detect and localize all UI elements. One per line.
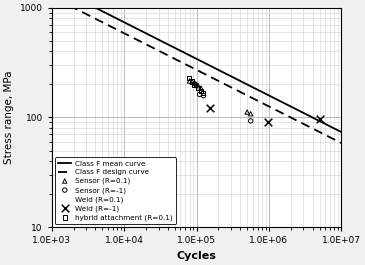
Weld (R=0.1): [243, 107, 249, 111]
Weld (R=0.1): [185, 76, 191, 80]
Weld (R=0.1): [201, 88, 207, 92]
hybrid attachment (R=0.1): [186, 76, 192, 80]
Sensor (R=0.1): [244, 110, 250, 114]
Weld (R=0.1): [192, 79, 198, 83]
Weld (R=0.1): [190, 78, 196, 82]
Weld (R=-1): [265, 120, 271, 125]
Weld (R=-1): [207, 106, 213, 110]
Sensor (R=0.1): [195, 83, 201, 88]
hybrid attachment (R=0.1): [189, 80, 195, 84]
Sensor (R=0.1): [192, 81, 198, 85]
Sensor (R=0.1): [198, 86, 204, 90]
Weld (R=0.1): [194, 81, 200, 85]
Weld (R=0.1): [188, 77, 193, 81]
Sensor (R=0.1): [193, 82, 199, 87]
Sensor (R=0.1): [187, 79, 192, 83]
hybrid attachment (R=0.1): [191, 82, 197, 87]
X-axis label: Cycles: Cycles: [177, 251, 216, 261]
Weld (R=0.1): [197, 85, 203, 89]
hybrid attachment (R=0.1): [198, 89, 204, 93]
Weld (R=-1): [317, 117, 323, 121]
Sensor (R=0.1): [189, 80, 195, 84]
Weld (R=0.1): [248, 109, 254, 113]
Sensor (R=-1): [201, 94, 207, 98]
Sensor (R=-1): [248, 119, 254, 123]
hybrid attachment (R=0.1): [200, 91, 206, 95]
Sensor (R=0.1): [248, 112, 254, 116]
Y-axis label: Stress range, MPa: Stress range, MPa: [4, 71, 14, 164]
hybrid attachment (R=0.1): [195, 86, 201, 90]
Legend: Class F mean curve, Class F design curve, Sensor (R=0.1), Sensor (R=-1), Weld (R: Class F mean curve, Class F design curve…: [55, 157, 176, 224]
Sensor (R=-1): [197, 92, 203, 96]
